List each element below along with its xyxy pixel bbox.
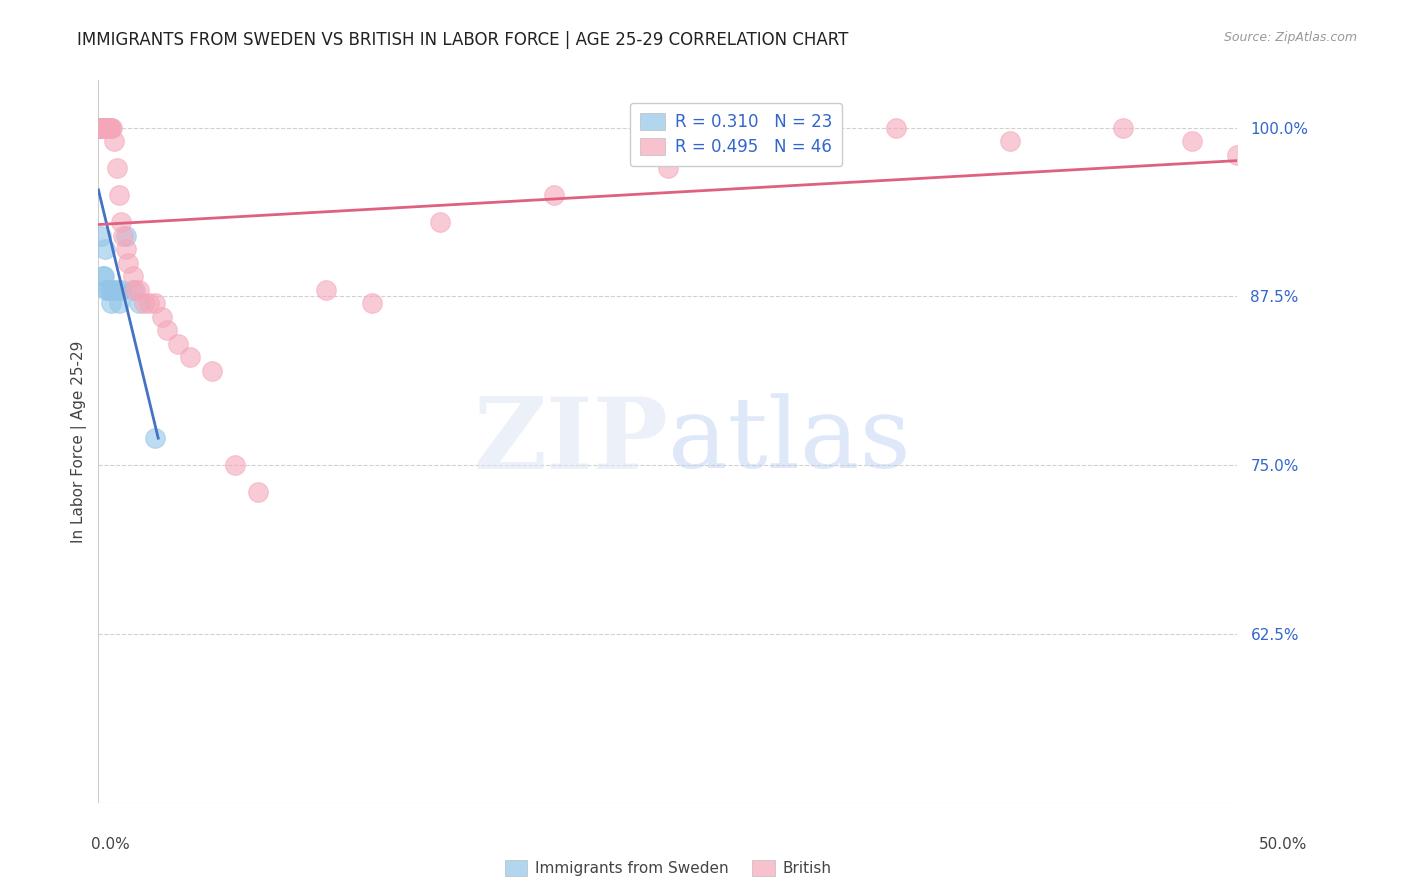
- Point: [91, 269, 114, 284]
- Point: [114, 242, 136, 256]
- Point: [110, 215, 132, 229]
- Point: [145, 431, 167, 445]
- Point: [90, 228, 112, 243]
- Point: [96, 120, 118, 135]
- Point: [105, 161, 128, 175]
- Point: [89, 120, 111, 135]
- Point: [105, 283, 128, 297]
- Point: [121, 269, 143, 284]
- Point: [96, 283, 118, 297]
- Point: [145, 296, 167, 310]
- Point: [128, 296, 150, 310]
- Point: [117, 255, 139, 269]
- Point: [150, 310, 173, 324]
- Point: [201, 364, 224, 378]
- Point: [97, 120, 120, 135]
- Text: IMMIGRANTS FROM SWEDEN VS BRITISH IN LABOR FORCE | AGE 25-29 CORRELATION CHART: IMMIGRANTS FROM SWEDEN VS BRITISH IN LAB…: [77, 31, 849, 49]
- Point: [89, 120, 111, 135]
- Point: [1181, 134, 1204, 148]
- Point: [89, 120, 111, 135]
- Point: [657, 161, 679, 175]
- Point: [101, 120, 124, 135]
- Point: [315, 283, 337, 297]
- Point: [100, 296, 122, 310]
- Y-axis label: In Labor Force | Age 25-29: In Labor Force | Age 25-29: [72, 341, 87, 542]
- Point: [770, 134, 793, 148]
- Point: [998, 134, 1021, 148]
- Point: [179, 350, 201, 364]
- Text: Source: ZipAtlas.com: Source: ZipAtlas.com: [1223, 31, 1357, 45]
- Point: [94, 120, 117, 135]
- Point: [90, 120, 112, 135]
- Point: [132, 296, 155, 310]
- Point: [98, 283, 121, 297]
- Point: [114, 228, 136, 243]
- Point: [108, 296, 131, 310]
- Point: [121, 283, 143, 297]
- Text: ZIP: ZIP: [472, 393, 668, 490]
- Point: [89, 120, 111, 135]
- Point: [112, 228, 135, 243]
- Point: [246, 485, 269, 500]
- Point: [94, 242, 117, 256]
- Point: [98, 120, 121, 135]
- Point: [89, 120, 111, 135]
- Point: [429, 215, 451, 229]
- Point: [93, 120, 115, 135]
- Text: atlas: atlas: [668, 393, 911, 490]
- Point: [103, 134, 125, 148]
- Point: [108, 188, 131, 202]
- Point: [884, 120, 907, 135]
- Point: [138, 296, 160, 310]
- Text: 50.0%: 50.0%: [1260, 837, 1308, 852]
- Point: [93, 120, 115, 135]
- Point: [91, 120, 114, 135]
- Point: [96, 283, 118, 297]
- Point: [100, 120, 122, 135]
- Point: [224, 458, 246, 472]
- Point: [96, 120, 118, 135]
- Point: [90, 120, 112, 135]
- Point: [128, 283, 150, 297]
- Point: [1112, 120, 1135, 135]
- Point: [360, 296, 382, 310]
- Legend: Immigrants from Sweden, British: Immigrants from Sweden, British: [498, 854, 838, 882]
- Point: [110, 283, 132, 297]
- Point: [167, 336, 190, 351]
- Point: [124, 283, 146, 297]
- Point: [1226, 147, 1249, 161]
- Text: 0.0%: 0.0%: [91, 837, 131, 852]
- Point: [90, 120, 112, 135]
- Point: [101, 283, 124, 297]
- Point: [543, 188, 565, 202]
- Point: [156, 323, 179, 337]
- Point: [93, 269, 115, 284]
- Point: [90, 120, 112, 135]
- Point: [103, 283, 125, 297]
- Point: [89, 120, 111, 135]
- Point: [94, 120, 117, 135]
